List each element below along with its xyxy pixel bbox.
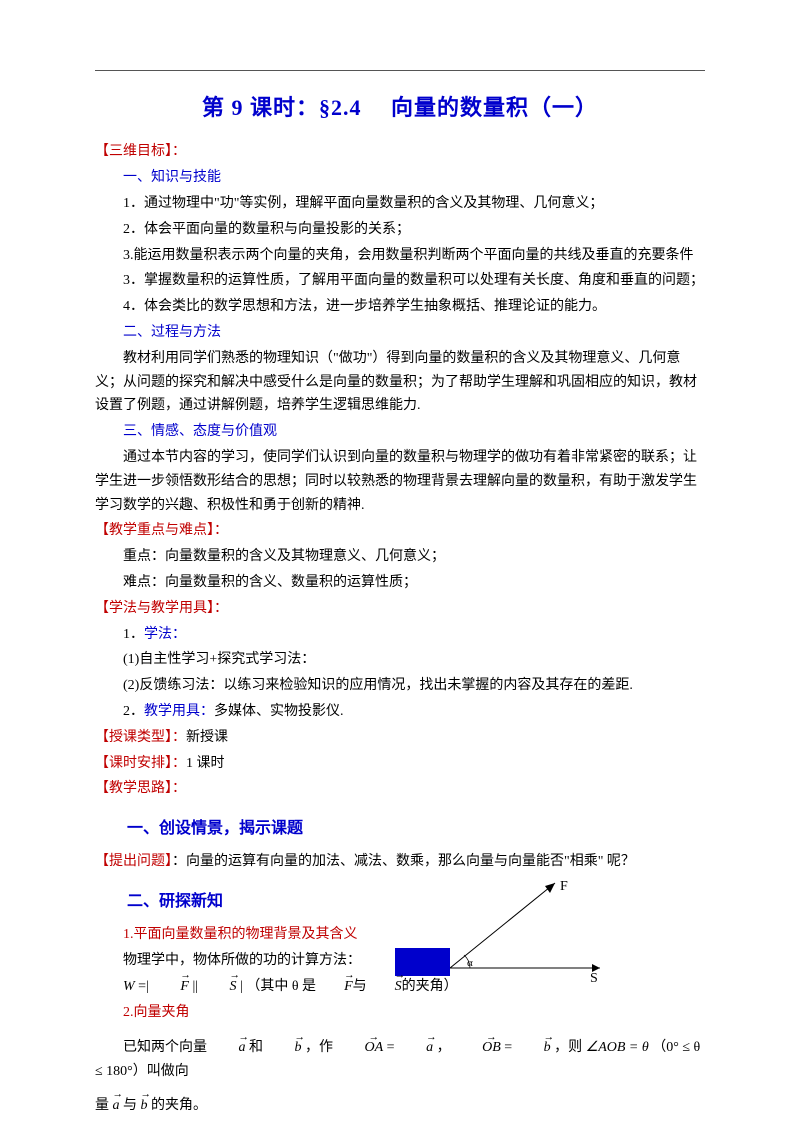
angle-expr: ∠AOB = θ [586, 1040, 649, 1055]
para: 难点：向量数量积的含义、数量积的运算性质； [95, 571, 705, 595]
t: ， [437, 1040, 451, 1055]
vec-a: a [211, 1036, 246, 1060]
f-label: F [560, 879, 568, 894]
page-title: 第 9 课时：§2.4 向量的数量积（一） [95, 89, 705, 126]
vec-b2: b [516, 1036, 551, 1060]
section-type: 【授课类型】：新授课 [95, 726, 705, 750]
para: (2)反馈练习法：以练习来检验知识的应用情况，找出未掌握的内容及其存在的差距. [95, 674, 705, 698]
num: 2． [123, 704, 144, 719]
t: 已知两个向量 [123, 1040, 207, 1055]
para-angle-def-2: 量 a 与 b 的夹角。 [95, 1094, 705, 1118]
text: 学法： [144, 627, 186, 642]
label: 【授课类型】： [95, 730, 186, 745]
vec-s: S [202, 975, 237, 999]
text: 教学用具： [144, 704, 214, 719]
val: 新授课 [186, 730, 228, 745]
para: 教材利用同学们熟悉的物理知识（"做功"）得到向量的数量积的含义及其物理意义、几何… [95, 347, 705, 418]
val: 1 课时 [186, 756, 225, 771]
para: 1．学法： [95, 623, 705, 647]
para: 2．教学用具：多媒体、实物投影仪. [95, 700, 705, 724]
label: 【课时安排】： [95, 756, 186, 771]
text: 多媒体、实物投影仪. [214, 704, 344, 719]
t: W [123, 979, 135, 994]
q-label: 【提出问题】 [95, 854, 172, 869]
question-para: 【提出问题】：向量的运算有向量的加法、减法、数乘，那么向量与向量能否"相乘" 呢… [95, 850, 705, 874]
para: 3.能运用数量积表示两个向量的夹角，会用数量积判断两个平面向量的共线及垂直的充要… [95, 244, 705, 268]
t: ，则 [554, 1040, 582, 1055]
para-angle-def: 已知两个向量 a 和 b ，作 OA = a ， OB = b ，则 ∠AOB … [95, 1036, 705, 1084]
t: 的夹角。 [151, 1098, 207, 1113]
t: 量 [95, 1098, 109, 1113]
para: 3．掌握数量积的运算性质，了解用平面向量的数量积可以处理有关长度、角度和垂直的问… [95, 269, 705, 293]
label: 【教学重点与难点】： [95, 523, 228, 538]
para: 1．通过物理中"功"等实例，理解平面向量数量积的含义及其物理、几何意义； [95, 192, 705, 216]
t: 与 [123, 1098, 137, 1113]
heading-knowledge: 一、知识与技能 [95, 166, 705, 190]
para: (1)自主性学习+探究式学习法： [95, 648, 705, 672]
label: 【教学思路】： [95, 781, 186, 796]
s-label: S [590, 971, 598, 986]
section-method-label: 【学法与教学用具】： [95, 597, 705, 621]
top-rule [95, 70, 705, 71]
vec-oa: OA [337, 1036, 384, 1060]
section-schedule: 【课时安排】：1 课时 [95, 752, 705, 776]
t: ，作 [305, 1040, 333, 1055]
para: 4．体会类比的数学思想和方法，进一步培养学生抽象概括、推理论证的能力。 [95, 295, 705, 319]
vec-b3: b [141, 1094, 148, 1118]
vec-a2: a [398, 1036, 433, 1060]
red-heading-2: 2.向量夹角 [95, 1001, 705, 1025]
para: 2．体会平面向量的数量积与向量投影的关系； [95, 218, 705, 242]
vec-f2: F [316, 975, 353, 999]
para: 重点：向量数量积的含义及其物理意义、几何意义； [95, 545, 705, 569]
vec-b: b [267, 1036, 302, 1060]
t: | （其中 θ 是 [237, 979, 317, 994]
label: 【学法与教学用具】： [95, 601, 228, 616]
t: =| [135, 979, 153, 994]
subheading-1: 一、创设情景，揭示课题 [95, 815, 705, 842]
vec-ob: OB [454, 1036, 501, 1060]
vec-a3: a [113, 1094, 120, 1118]
heading-attitude: 三、情感、态度与价值观 [95, 420, 705, 444]
vec-s2: S [367, 975, 402, 999]
q-text: ：向量的运算有向量的加法、减法、数乘，那么向量与向量能否"相乘" 呢？ [172, 854, 635, 869]
t: 和 [249, 1040, 263, 1055]
heading-process: 二、过程与方法 [95, 321, 705, 345]
section-keypoints-label: 【教学重点与难点】： [95, 519, 705, 543]
section-thought: 【教学思路】： [95, 777, 705, 801]
angle-label: α [467, 957, 473, 969]
vec-f: F [152, 975, 189, 999]
formula-work: W =| F || S | （其中 θ 是 F 与 S 的夹角） [95, 975, 705, 999]
num: 1． [123, 627, 144, 642]
section-goals-label: 【三维目标】： [95, 140, 705, 164]
para: 通过本节内容的学习，使同学们认识到向量的数量积与物理学的做功有着非常紧密的联系；… [95, 446, 705, 517]
label: 【三维目标】： [95, 144, 186, 159]
